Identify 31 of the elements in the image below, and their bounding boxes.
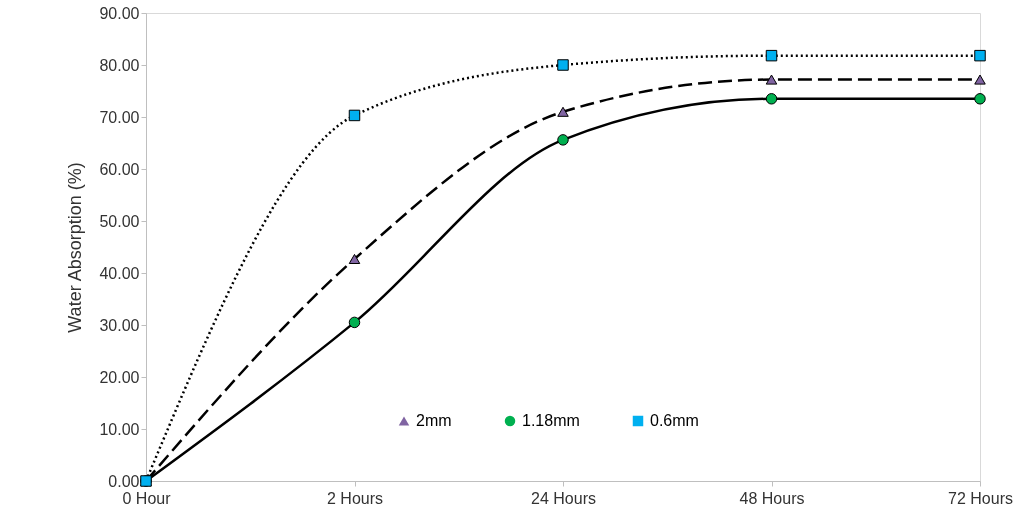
y-tick-label: 70.00 xyxy=(99,108,140,126)
y-tick-label: 0.00 xyxy=(108,472,140,490)
point xyxy=(557,106,569,117)
x-tick-label: 24 Hours xyxy=(531,489,596,507)
point xyxy=(557,59,569,71)
x-tick-label: 48 Hours xyxy=(739,489,805,507)
legend-label: 2mm xyxy=(416,412,452,429)
y-tick-label: 50.00 xyxy=(99,212,140,230)
legend-label: 0.6mm xyxy=(650,412,699,429)
point xyxy=(765,93,778,105)
y-tick-label: 40.00 xyxy=(99,264,140,282)
y-tick-label: 10.00 xyxy=(99,420,140,438)
x-tick-label: 72 Hours xyxy=(948,489,1013,507)
point xyxy=(765,74,778,85)
point xyxy=(974,49,986,62)
point xyxy=(348,253,361,264)
point xyxy=(348,109,361,122)
y-tick-label: 20.00 xyxy=(99,368,140,386)
point xyxy=(348,316,361,329)
y-tick-label: 80.00 xyxy=(99,56,140,74)
y-tick-label: 60.00 xyxy=(99,160,140,178)
point xyxy=(974,74,986,85)
y-tick-label: 90.00 xyxy=(99,4,140,22)
x-tick-label: 0 Hour xyxy=(122,489,172,507)
point xyxy=(974,93,986,105)
legend-label: 1.18mm xyxy=(522,412,580,429)
point xyxy=(765,49,778,62)
y-tick-label: 30.00 xyxy=(99,316,140,334)
point xyxy=(557,134,569,146)
y-axis-title: Water Absorption (%) xyxy=(65,162,86,333)
x-tick-label: 2 Hours xyxy=(326,489,384,507)
